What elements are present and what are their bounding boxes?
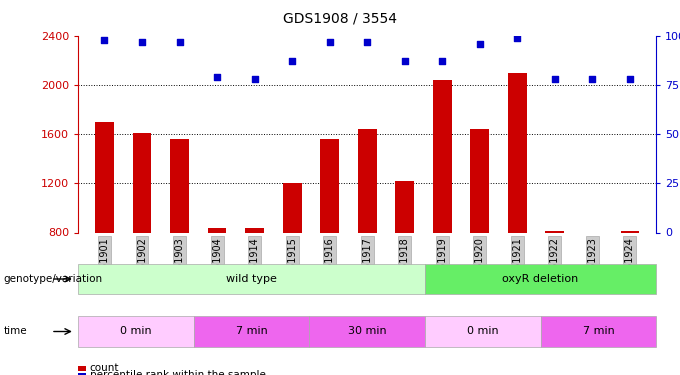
Point: [362, 39, 373, 45]
Bar: [95, 122, 114, 232]
Text: wild type: wild type: [226, 274, 277, 284]
Text: 30 min: 30 min: [348, 327, 386, 336]
Text: 0 min: 0 min: [467, 327, 498, 336]
Bar: [433, 80, 452, 232]
Point: [211, 74, 222, 80]
Text: genotype/variation: genotype/variation: [3, 274, 103, 284]
Text: time: time: [3, 327, 27, 336]
Bar: [170, 139, 189, 232]
Point: [587, 76, 598, 82]
Bar: [395, 182, 414, 232]
Point: [287, 58, 298, 64]
Point: [99, 37, 110, 43]
Point: [324, 39, 335, 45]
Bar: [207, 228, 226, 232]
Point: [249, 76, 260, 82]
Bar: [508, 72, 527, 232]
Bar: [320, 139, 339, 232]
Text: count: count: [90, 363, 119, 373]
Point: [549, 76, 560, 82]
Text: percentile rank within the sample: percentile rank within the sample: [90, 370, 266, 375]
Bar: [245, 228, 264, 232]
Point: [475, 40, 486, 46]
Point: [512, 34, 523, 40]
Text: 7 min: 7 min: [236, 327, 267, 336]
Text: 7 min: 7 min: [583, 327, 614, 336]
Text: oxyR deletion: oxyR deletion: [503, 274, 579, 284]
Bar: [471, 129, 489, 232]
Point: [437, 58, 447, 64]
Bar: [283, 183, 301, 232]
Point: [137, 39, 148, 45]
Bar: [621, 231, 639, 232]
Text: 0 min: 0 min: [120, 327, 152, 336]
Point: [399, 58, 410, 64]
Bar: [133, 133, 152, 232]
Bar: [358, 129, 377, 232]
Point: [174, 39, 185, 45]
Text: GDS1908 / 3554: GDS1908 / 3554: [283, 11, 397, 25]
Point: [624, 76, 635, 82]
Bar: [545, 231, 564, 232]
